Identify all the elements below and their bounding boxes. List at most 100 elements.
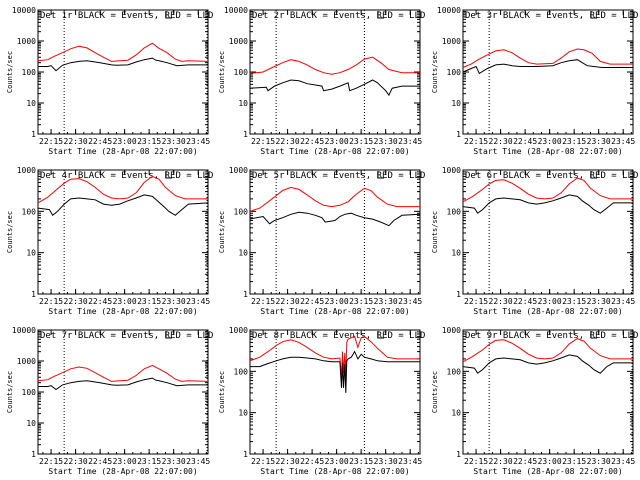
panel-title: Det 2r BLACK = Events, RED = LLD [252, 11, 425, 21]
y-tick-label: 1000 [229, 166, 248, 175]
x-tick-label: 23:45 [186, 137, 210, 146]
y-tick-label: 1 [456, 290, 461, 299]
x-tick-label: 22:30 [64, 297, 88, 306]
y-tick-label: 100 [447, 68, 462, 77]
x-tick-label: 22:15 [251, 137, 275, 146]
y-tick-label: 1 [456, 450, 461, 459]
x-tick-label: 23:30 [162, 297, 186, 306]
x-tick-label: 23:00 [113, 137, 137, 146]
series-events-line [38, 57, 208, 72]
x-tick-label: 22:45 [88, 457, 112, 466]
plot-frame [462, 169, 634, 295]
x-tick-label: 23:30 [374, 297, 398, 306]
y-tick-label: 100 [447, 207, 462, 216]
corner-marker [377, 11, 384, 19]
panel-title: Det 6r BLACK = Events, RED = LLD [465, 171, 638, 181]
x-axis-label: Start Time (28-Apr-08 22:07:00) [48, 147, 197, 156]
y-tick-label: 100 [234, 68, 249, 77]
corner-marker [590, 11, 597, 19]
y-axis-label: Counts/sec [6, 371, 14, 413]
panel-title: Det 8r BLACK = Events, RED = LLD [252, 331, 425, 341]
panel-title: Det 7r BLACK = Events, RED = LLD [40, 331, 213, 341]
x-tick-label: 23:45 [398, 457, 422, 466]
y-tick-label: 1000 [442, 326, 461, 335]
x-tick-label: 23:00 [325, 297, 349, 306]
x-tick-label: 23:00 [538, 297, 562, 306]
corner-marker [165, 11, 172, 19]
y-tick-label: 10 [451, 99, 461, 108]
x-tick-label: 22:45 [513, 457, 537, 466]
y-tick-label: 10 [451, 249, 461, 258]
series-events-line [37, 194, 209, 217]
x-tick-label: 23:45 [186, 457, 210, 466]
x-tick-label: 22:15 [39, 137, 63, 146]
x-tick-label: 22:45 [300, 457, 324, 466]
panel-det-2: Det 2r BLACK = Events, RED = LLD 1 10 100 10… [218, 6, 425, 156]
y-tick-label: 10 [238, 99, 248, 108]
y-tick-label: 10 [238, 409, 248, 418]
x-tick-label: 23:15 [562, 457, 586, 466]
y-tick-label: 1 [31, 130, 36, 139]
y-tick-label: 1000 [442, 166, 461, 175]
panel-det-6: Det 6r BLACK = Events, RED = LLD 1 10 100 10… [431, 166, 638, 316]
panel-title: Det 5r BLACK = Events, RED = LLD [252, 171, 425, 181]
y-tick-label: 100 [447, 367, 462, 376]
y-tick-label: 1000 [442, 37, 461, 46]
y-tick-label: 100 [22, 388, 37, 397]
x-tick-label: 22:30 [64, 137, 88, 146]
series-lld-line [37, 42, 209, 62]
plot-frame [249, 169, 421, 295]
x-tick-label: 23:15 [349, 457, 373, 466]
y-tick-label: 1000 [229, 326, 248, 335]
x-tick-label: 23:30 [587, 297, 611, 306]
y-tick-label: 1000 [17, 37, 36, 46]
x-tick-label: 23:15 [562, 297, 586, 306]
panel-title: Det 1r BLACK = Events, RED = LLD [40, 11, 213, 21]
x-tick-label: 23:45 [611, 297, 635, 306]
x-tick-label: 22:45 [88, 297, 112, 306]
series-events-line [462, 194, 633, 214]
series-events-line [249, 211, 421, 227]
y-tick-label: 1 [456, 130, 461, 139]
x-tick-label: 22:15 [39, 297, 63, 306]
x-tick-label: 23:00 [538, 457, 562, 466]
panel-title: Det 9r BLACK = Events, RED = LLD [465, 331, 638, 341]
x-tick-label: 22:15 [251, 297, 275, 306]
x-tick-label: 23:30 [374, 457, 398, 466]
x-axis-label: Start Time (28-Apr-08 22:07:00) [473, 307, 622, 316]
series-lld-line [462, 338, 633, 363]
panel-det-8: Det 8r BLACK = Events, RED = LLD 1 10 100 10… [218, 326, 425, 476]
x-axis-label: Start Time (28-Apr-08 22:07:00) [473, 467, 622, 476]
x-axis-label: Start Time (28-Apr-08 22:07:00) [260, 147, 409, 156]
x-tick-label: 22:15 [464, 137, 488, 146]
plot-frame [249, 9, 421, 135]
y-tick-label: 100 [22, 207, 37, 216]
series-events-line [38, 377, 208, 391]
x-tick-label: 23:45 [611, 457, 635, 466]
panel-det-7: Det 7r BLACK = Events, RED = LLD 1 10 100 10… [6, 326, 213, 476]
panel-det-3: Det 3r BLACK = Events, RED = LLD 1 10 100 10… [431, 6, 638, 156]
y-tick-label: 10 [26, 249, 36, 258]
x-tick-label: 22:30 [276, 137, 300, 146]
corner-marker [165, 331, 172, 339]
y-tick-label: 1000 [17, 166, 36, 175]
panel-det-4: Det 4r BLACK = Events, RED = LLD 1 10 100 10… [6, 166, 213, 316]
y-tick-label: 1000 [229, 37, 248, 46]
x-tick-label: 23:15 [137, 137, 161, 146]
panel-title: Det 4r BLACK = Events, RED = LLD [40, 171, 213, 181]
x-tick-label: 23:15 [349, 137, 373, 146]
y-tick-label: 10 [26, 419, 36, 428]
y-tick-label: 1 [243, 290, 248, 299]
x-tick-label: 23:00 [113, 297, 137, 306]
x-tick-label: 22:45 [300, 297, 324, 306]
y-tick-label: 10000 [12, 326, 36, 335]
x-axis-label: Start Time (28-Apr-08 22:07:00) [260, 307, 409, 316]
x-tick-label: 23:45 [611, 137, 635, 146]
x-tick-label: 23:30 [374, 137, 398, 146]
plot-frame [37, 9, 209, 135]
series-lld-line [249, 56, 420, 75]
y-tick-label: 10 [238, 249, 248, 258]
x-tick-label: 22:45 [88, 137, 112, 146]
x-axis-label: Start Time (28-Apr-08 22:07:00) [260, 467, 409, 476]
